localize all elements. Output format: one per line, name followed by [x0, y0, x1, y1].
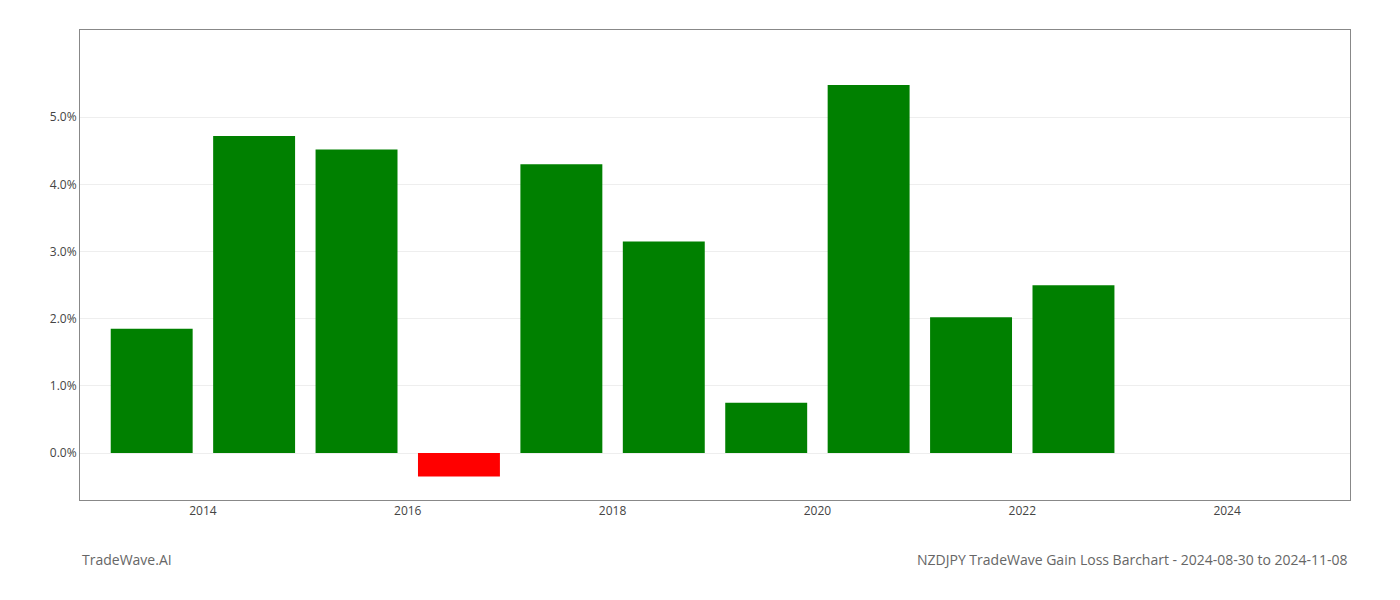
svg-text:TradeWave.AI: TradeWave.AI	[82, 550, 172, 569]
svg-text:2014: 2014	[189, 502, 217, 519]
svg-text:2018: 2018	[599, 502, 627, 519]
svg-text:0.0%: 0.0%	[50, 444, 77, 461]
svg-text:2.0%: 2.0%	[50, 310, 77, 327]
svg-text:2016: 2016	[394, 502, 422, 519]
svg-text:2022: 2022	[1009, 502, 1037, 519]
svg-text:1.0%: 1.0%	[50, 377, 77, 394]
svg-text:3.0%: 3.0%	[50, 243, 77, 260]
svg-text:NZDJPY TradeWave Gain Loss Bar: NZDJPY TradeWave Gain Loss Barchart - 20…	[917, 550, 1348, 569]
svg-text:2020: 2020	[804, 502, 832, 519]
svg-text:2024: 2024	[1213, 502, 1241, 519]
svg-text:5.0%: 5.0%	[50, 108, 77, 125]
svg-text:4.0%: 4.0%	[50, 176, 77, 193]
